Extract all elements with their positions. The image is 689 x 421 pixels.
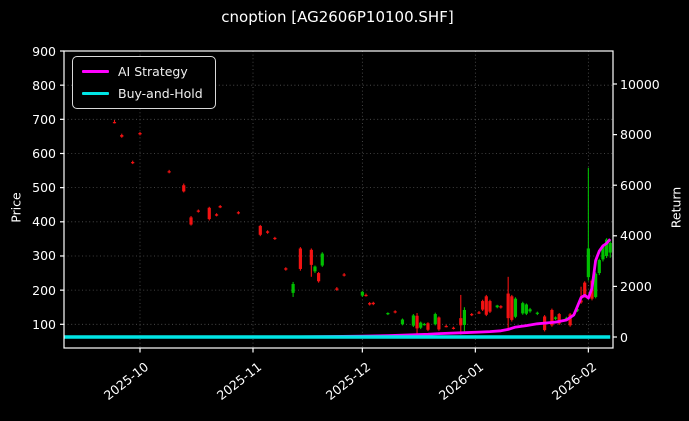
- candle-body: [393, 311, 397, 313]
- buy-and-hold-line-swatch: [82, 91, 109, 96]
- candle-body: [484, 296, 488, 315]
- candle-body: [459, 318, 463, 326]
- return-tick-label: 8000: [620, 127, 652, 143]
- candle-body: [521, 303, 525, 314]
- price-tick-label: 600: [32, 145, 56, 161]
- candle-body: [510, 296, 514, 320]
- candle-body: [462, 309, 467, 325]
- legend-label-ai-strategy: AI Strategy: [118, 64, 188, 79]
- price-tick-label: 300: [32, 248, 56, 264]
- legend-item-buy-and-hold: Buy-and-Hold: [82, 86, 203, 101]
- candle-body: [594, 273, 598, 297]
- candle-body: [400, 319, 405, 325]
- ai-strategy-line-swatch: [82, 69, 109, 74]
- candle-body: [214, 214, 219, 216]
- price-tick-label: 800: [32, 77, 56, 93]
- candle-body: [265, 231, 270, 233]
- price-tick-label: 500: [32, 180, 56, 196]
- candle-body: [131, 162, 135, 164]
- candle-body: [419, 322, 423, 328]
- candle-body: [182, 185, 186, 192]
- candle-body: [313, 266, 317, 272]
- candle-body: [258, 225, 262, 235]
- legend-item-ai-strategy: AI Strategy: [82, 64, 203, 79]
- candle-body: [236, 212, 241, 214]
- candle-body: [506, 293, 510, 319]
- candle-body: [477, 312, 481, 314]
- candle-body: [167, 171, 171, 173]
- candle-body: [495, 305, 499, 308]
- price-tick-label: 400: [32, 214, 56, 230]
- series-lines: [64, 238, 612, 339]
- candle-body: [597, 260, 601, 274]
- candle-body: [444, 326, 448, 328]
- price-tick-label: 900: [32, 43, 56, 59]
- candle-body: [499, 306, 503, 308]
- candle-body: [218, 206, 222, 208]
- candle-body: [568, 314, 572, 326]
- return-tick-label: 0: [620, 329, 628, 345]
- candle-body: [309, 249, 313, 265]
- tick-marks: [60, 50, 617, 353]
- candle-body: [317, 273, 321, 282]
- candle-body: [411, 315, 415, 326]
- candle-body: [583, 282, 587, 297]
- candle-body: [386, 313, 390, 315]
- candle-body: [513, 298, 518, 317]
- candle-body: [528, 309, 532, 312]
- candle-body: [604, 239, 609, 256]
- candle-body: [426, 323, 430, 330]
- candle-body: [368, 303, 372, 305]
- candle-body: [553, 317, 558, 319]
- candle-body: [586, 248, 590, 278]
- candle-body: [371, 302, 375, 305]
- return-tick-label: 4000: [620, 228, 652, 244]
- candle-body: [579, 300, 583, 303]
- axis-frame: [63, 50, 614, 349]
- candle-body: [437, 317, 441, 330]
- candle-body: [470, 314, 474, 316]
- candle-body: [433, 314, 437, 325]
- candle-body: [360, 291, 364, 296]
- chart-title-text: cnoption [AG2606P10100.SHF]: [221, 8, 454, 26]
- chart-title: cnoption [AG2606P10100.SHF]: [0, 8, 689, 26]
- candle-body: [273, 237, 277, 240]
- candle-body: [481, 301, 485, 310]
- candle-body: [284, 268, 288, 270]
- candle-body: [488, 301, 492, 312]
- candle-body: [364, 294, 368, 297]
- candle-body: [335, 288, 339, 290]
- candle-body: [422, 323, 426, 326]
- candle-body: [550, 309, 554, 326]
- candle-body: [415, 315, 419, 329]
- price-tick-label: 100: [32, 316, 56, 332]
- price-tick-label: 200: [32, 282, 56, 298]
- candle-body: [601, 246, 605, 260]
- return-tick-label: 2000: [620, 278, 652, 294]
- candle-body: [138, 132, 142, 135]
- candle-body: [342, 274, 346, 276]
- candle-body: [298, 248, 302, 269]
- candle-body: [207, 207, 211, 220]
- return-tick-label: 10000: [620, 76, 660, 92]
- candle-body: [196, 210, 200, 212]
- candle-body: [112, 122, 117, 124]
- candle-body: [524, 304, 528, 314]
- candle-body: [451, 327, 456, 329]
- candle-body: [291, 283, 295, 293]
- candle-body: [557, 314, 561, 324]
- return-tick-label: 6000: [620, 177, 652, 193]
- price-tick-label: 700: [32, 111, 56, 127]
- candle-body: [189, 217, 193, 225]
- candle-body: [535, 312, 539, 314]
- candle-body: [320, 253, 324, 266]
- candle-body: [120, 135, 124, 137]
- candle-body: [608, 242, 612, 253]
- legend: AI Strategy Buy-and-Hold: [72, 56, 216, 109]
- legend-label-buy-and-hold: Buy-and-Hold: [118, 86, 203, 101]
- candles: [112, 120, 612, 336]
